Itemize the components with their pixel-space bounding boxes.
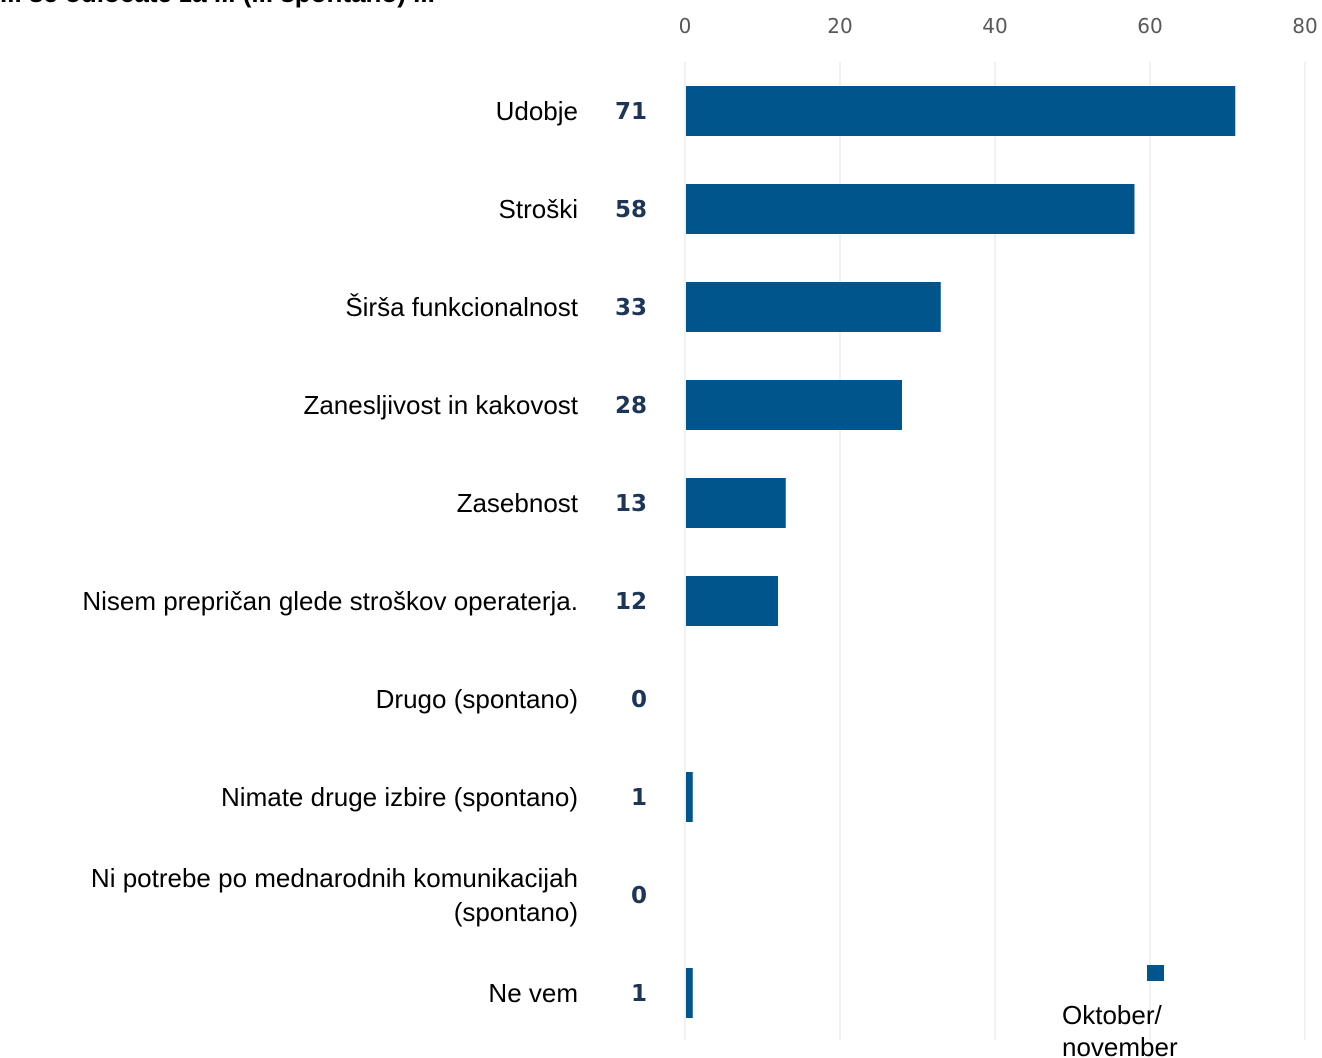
x-tick-label: 40 — [982, 14, 1007, 38]
x-tick-label: 60 — [1137, 14, 1162, 38]
category-label: Drugo (spontano) — [376, 684, 578, 714]
value-label: 12 — [615, 589, 647, 615]
value-labels: 71 58 33 28 13 12 0 1 0 1 — [615, 99, 647, 1007]
value-label: 0 — [631, 687, 647, 713]
bar — [686, 86, 1236, 136]
value-label: 0 — [631, 883, 647, 909]
category-label: Udobje — [496, 96, 578, 126]
category-label: Ne vem — [488, 978, 578, 1008]
legend-label-line-2: november — [1062, 1032, 1178, 1058]
value-label: 33 — [615, 295, 647, 321]
bar — [686, 282, 941, 332]
bar — [686, 968, 693, 1018]
x-tick-label: 0 — [679, 14, 692, 38]
legend: Oktober/ november — [1062, 965, 1178, 1058]
value-label: 58 — [615, 197, 647, 223]
bar — [686, 380, 902, 430]
bar — [686, 576, 778, 626]
category-labels: Udobje Stroški Širša funkcionalnost Zaneslj… — [82, 96, 578, 1008]
legend-label-line-1: Oktober/ — [1062, 1000, 1162, 1030]
legend-swatch — [1147, 965, 1164, 981]
chart-title: ... se odločate za ... (... spontano) ..… — [0, 0, 435, 8]
category-label: Stroški — [499, 194, 578, 224]
category-label: Nimate druge izbire (spontano) — [221, 782, 578, 812]
bar — [686, 772, 693, 822]
bar — [686, 184, 1135, 234]
value-label: 71 — [615, 99, 647, 125]
bars — [686, 86, 1236, 1018]
value-label: 1 — [631, 785, 647, 811]
category-label: Širša funkcionalnost — [345, 292, 578, 322]
bar — [686, 478, 786, 528]
category-label: Ni potrebe po mednarodnih komunikacijah — [91, 863, 578, 893]
value-label: 28 — [615, 393, 647, 419]
category-label: Zanesljivost in kakovost — [303, 390, 578, 420]
x-tick-label: 80 — [1292, 14, 1317, 38]
value-label: 1 — [631, 981, 647, 1007]
category-label: Nisem prepričan glede stroškov operaterj… — [82, 586, 578, 616]
value-label: 13 — [615, 491, 647, 517]
x-axis-ticks: 0 20 40 60 80 — [679, 14, 1318, 38]
category-label: (spontano) — [454, 897, 578, 927]
category-label: Zasebnost — [457, 488, 579, 518]
x-tick-label: 20 — [827, 14, 852, 38]
